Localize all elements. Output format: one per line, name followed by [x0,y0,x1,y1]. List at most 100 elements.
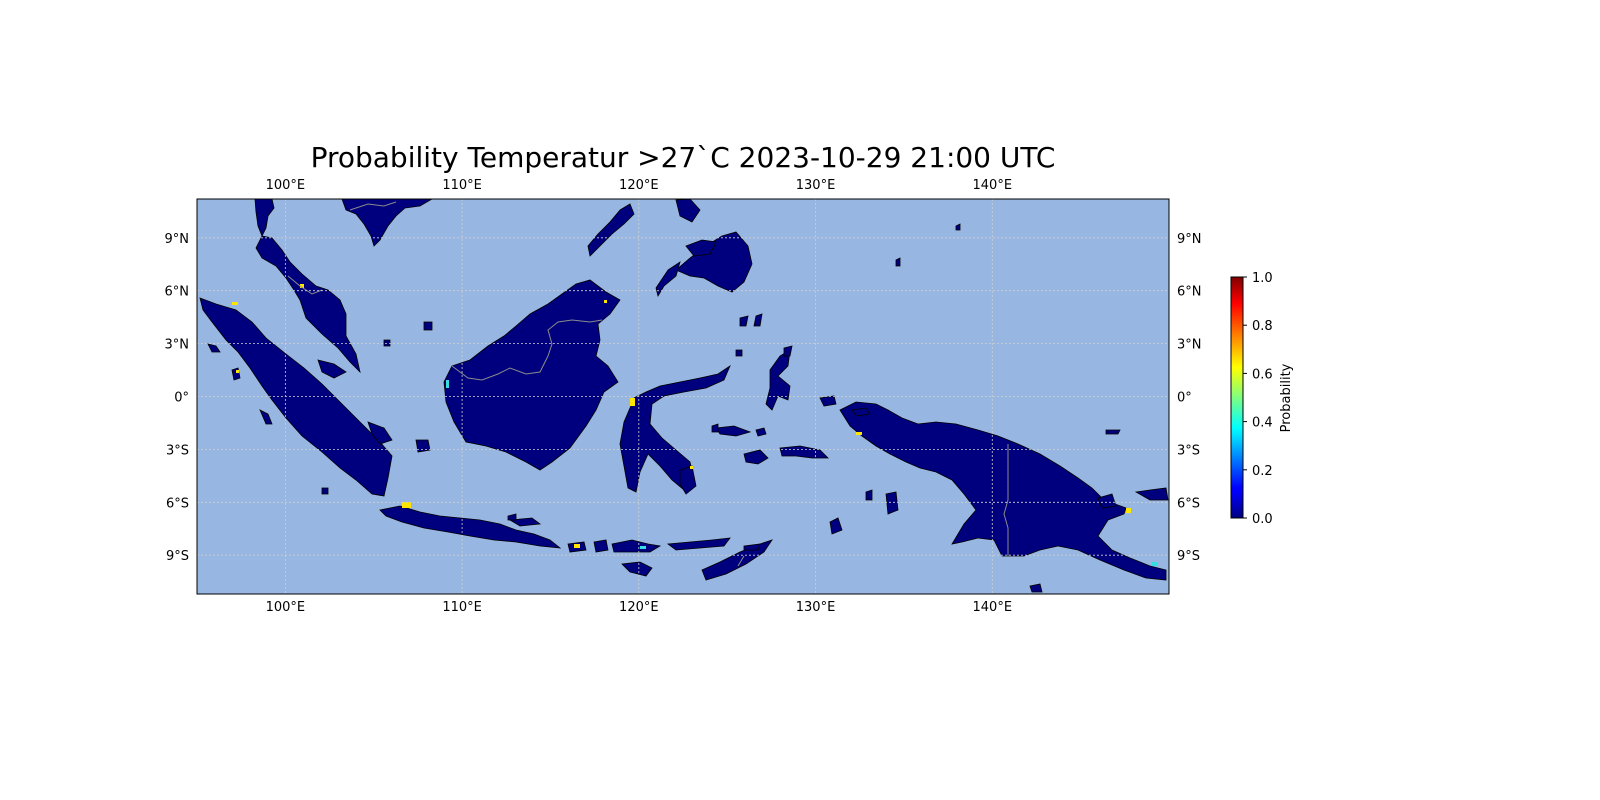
landmass-anambas [383,339,391,347]
lon-tick-label-bottom: 120°E [619,600,659,615]
map-frame [196,198,1170,595]
landmass-natuna [423,321,433,331]
fringe-pixel [640,546,646,549]
colorbar-tick-label: 0.0 [1252,512,1273,527]
landmass-seram [779,445,829,459]
landmass-bangka [367,421,393,445]
lat-tick-label-right: 6°S [1177,496,1200,511]
landmass-enggano [321,487,329,495]
fringe-pixel [1126,508,1131,513]
colorbar: 0.0 0.2 0.4 0.6 0.8 1.0 Probability [1230,271,1294,527]
landmass-new-britain [1134,487,1169,501]
landmass-flores [666,537,731,551]
lon-tick-label-top: 120°E [619,178,659,193]
lon-tick-label-bottom: 140°E [973,600,1013,615]
landmass-ternate [735,349,743,357]
fringe-pixel [300,284,304,288]
landmass-bawean [507,513,517,521]
lat-tick-label-right: 3°N [1177,338,1202,353]
landmass-banggai [711,423,719,433]
fringe-pixel [856,432,862,435]
land-layer [199,199,1169,593]
fringe-pixel [236,370,239,373]
landmass-wetar [743,543,761,551]
landmass-tanimbar [829,517,843,535]
colorbar-tick-label: 0.8 [1252,319,1273,334]
landmass-obi [755,427,767,437]
border-malaysia-indonesia-borneo [451,319,603,381]
landmass-torres [1029,583,1043,593]
landmass-sumbawa [611,539,662,553]
lon-tick-label-top: 110°E [442,178,482,193]
lat-tick-label-left: 0° [174,391,189,406]
gridlines [197,199,1169,594]
lon-tick-label-top: 100°E [266,178,306,193]
landmass-palau [955,223,961,231]
lat-tick-label-left: 3°S [166,443,189,458]
landmass-sangihe [739,315,749,327]
landmass-sumba [621,561,653,577]
landmass-pohnpei-area [895,257,901,267]
lon-tick-label-bottom: 100°E [266,600,306,615]
landmass-siberut [259,409,273,425]
landmass-palawan [655,261,681,298]
landmass-buru [743,449,769,465]
colorbar-ticks: 0.0 0.2 0.4 0.6 0.8 1.0 [1243,271,1273,527]
lon-tick-label-bottom: 130°E [796,600,836,615]
landmass-java [379,505,562,549]
colorbar-tick-label: 0.6 [1252,367,1273,382]
axis-tick-labels: 100°E 100°E 110°E 110°E 120°E 120°E 130°E 130°E… [165,178,1202,615]
lat-tick-label-right: 3°S [1177,443,1200,458]
landmass-kai [865,489,873,501]
landmass-luzon [587,203,635,257]
lon-tick-label-top: 140°E [973,178,1013,193]
border-timor [737,555,745,567]
fringe-pixel [604,300,607,303]
landmass-belitung [415,439,431,453]
landmass-borneo [443,279,621,471]
fringe-pixel [690,466,693,469]
fringe-pixel [446,380,449,388]
lon-tick-label-top: 130°E [796,178,836,193]
landmass-sumatra [199,297,393,497]
border-malaysia-thailand [287,275,323,295]
landmass-biak [1105,429,1121,435]
fringe-pixel [1152,562,1158,566]
colorbar-tick-label: 0.4 [1252,416,1273,431]
landmass-visayas [685,239,717,257]
landmass-cambodia-vietnam [341,199,433,247]
fringe-pixel [630,398,635,406]
landmass-lombok [593,539,609,553]
landmass-madura [508,517,542,527]
lat-tick-label-right: 9°N [1177,232,1202,247]
landmass-waigeo [851,407,871,417]
lat-tick-label-right: 9°S [1177,549,1200,564]
border-papua [1003,444,1009,556]
map-title: Probability Temperatur >27`C 2023-10-29 … [310,141,1056,174]
lat-tick-label-left: 9°S [166,549,189,564]
colorbar-gradient [1230,276,1244,519]
landmass-riau [317,359,347,379]
landmass-malay-peninsula [255,235,361,374]
colorbar-tick-label: 1.0 [1252,271,1273,286]
lat-tick-label-left: 3°N [165,338,190,353]
landmass-morotai [783,345,793,357]
fringe-pixel [574,544,580,548]
coastal-probability-fringe [232,284,1158,566]
fringe-pixel [232,302,238,305]
lat-tick-label-left: 9°N [165,232,190,247]
lat-tick-label-left: 6°N [165,285,190,300]
landmass-sula [715,425,752,437]
fringe-pixel [402,502,411,508]
landmass-simeulue [207,343,221,353]
landmass-sulawesi [619,364,731,493]
lat-tick-label-left: 6°S [166,496,189,511]
landmass-talaud [753,313,763,327]
colorbar-label: Probability [1279,363,1294,432]
landmass-new-guinea [839,401,1167,581]
landmass-yos-sudarso [1097,493,1117,509]
border-thailand-cambodia [349,201,397,211]
landmass-aru [885,491,899,515]
lat-tick-label-right: 6°N [1177,285,1202,300]
